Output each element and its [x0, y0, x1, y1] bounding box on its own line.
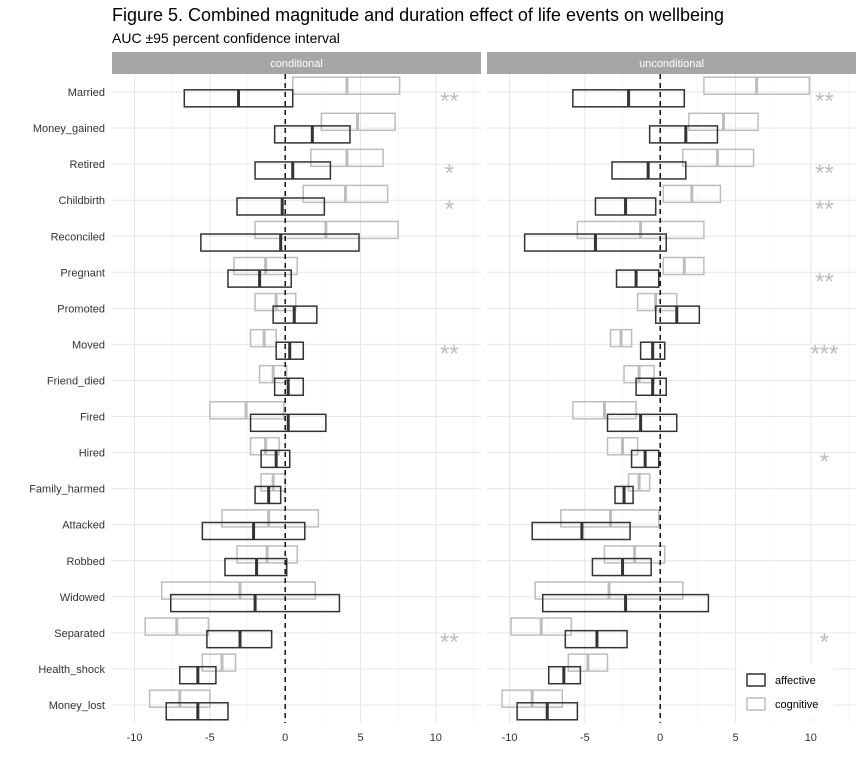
panel-unconditional: unconditional-10 -5 0 5 10*************	[487, 52, 856, 744]
x-tick-label: 0	[282, 732, 288, 744]
ci-bar-affective	[635, 377, 667, 397]
legend: affective cognitive	[737, 664, 833, 718]
category-label: Family_harmed	[29, 484, 105, 496]
significance-stars: ***	[810, 340, 838, 367]
significance-stars: *	[445, 196, 454, 223]
panel-conditional: conditional-10 -5 0 5 10********	[112, 52, 481, 744]
chart-title: Figure 5. Combined magnitude and duratio…	[112, 5, 724, 25]
category-label: Money_gained	[33, 123, 105, 135]
ci-bar-cognitive	[636, 292, 678, 312]
panel-strip-label: conditional	[270, 58, 323, 70]
category-label: Fired	[80, 412, 105, 424]
significance-stars: **	[440, 88, 459, 115]
significance-stars: **	[440, 629, 459, 656]
ci-bar-affective	[648, 125, 719, 144]
category-label: Reconciled	[51, 231, 105, 243]
panel-strip	[112, 52, 481, 74]
significance-stars: **	[440, 340, 459, 367]
x-tick-label: -10	[502, 732, 518, 744]
legend-background	[737, 664, 833, 718]
x-tick-label: -5	[580, 732, 590, 744]
category-label: Hired	[79, 448, 105, 460]
ci-bar-affective	[615, 269, 660, 288]
category-label: Widowed	[60, 592, 105, 604]
significance-stars: *	[445, 160, 454, 187]
category-label: Moved	[72, 339, 105, 351]
legend-key-affective	[746, 673, 766, 687]
x-tick-label: -5	[205, 732, 215, 744]
significance-stars: *	[820, 629, 829, 656]
significance-stars: **	[815, 268, 834, 295]
category-label: Childbirth	[59, 195, 105, 207]
ci-bar-cognitive	[221, 509, 320, 528]
panels: conditional-10 -5 0 5 10********unconditiona…	[112, 52, 856, 744]
ci-bar-affective	[236, 197, 326, 216]
significance-stars: **	[815, 160, 834, 187]
category-label: Married	[68, 87, 105, 99]
panel-strip-label: unconditional	[639, 58, 704, 70]
category-label: Friend_died	[47, 375, 105, 387]
category-label: Money_lost	[49, 700, 105, 712]
chart-subtitle: AUC ±95 percent confidence interval	[112, 30, 340, 46]
x-tick-label: -10	[127, 732, 143, 744]
panel-strip	[487, 52, 856, 74]
significance-stars: *	[820, 449, 829, 476]
category-label: Attacked	[62, 520, 105, 532]
ci-bar-affective	[606, 413, 678, 433]
legend-key-cognitive	[746, 697, 766, 711]
category-label: Health_shock	[38, 664, 105, 676]
significance-stars: **	[815, 88, 834, 115]
x-tick-label: 10	[805, 732, 817, 744]
ci-bar-cognitive	[160, 581, 317, 600]
x-tick-label: 10	[430, 732, 442, 744]
category-label: Retired	[70, 159, 105, 171]
category-labels: Married Money_gained Retired Childbirth Reco…	[29, 87, 105, 712]
category-label: Pregnant	[60, 267, 105, 279]
significance-stars: **	[815, 196, 834, 223]
legend-label-affective: affective	[775, 675, 816, 687]
ci-bar-cognitive	[201, 653, 237, 672]
x-tick-label: 0	[657, 732, 663, 744]
category-label: Robbed	[66, 556, 105, 568]
x-tick-label: 5	[732, 732, 738, 744]
legend-label-cognitive: cognitive	[775, 699, 818, 711]
x-tick-label: 5	[357, 732, 363, 744]
category-label: Promoted	[57, 303, 105, 315]
category-label: Separated	[54, 628, 105, 640]
